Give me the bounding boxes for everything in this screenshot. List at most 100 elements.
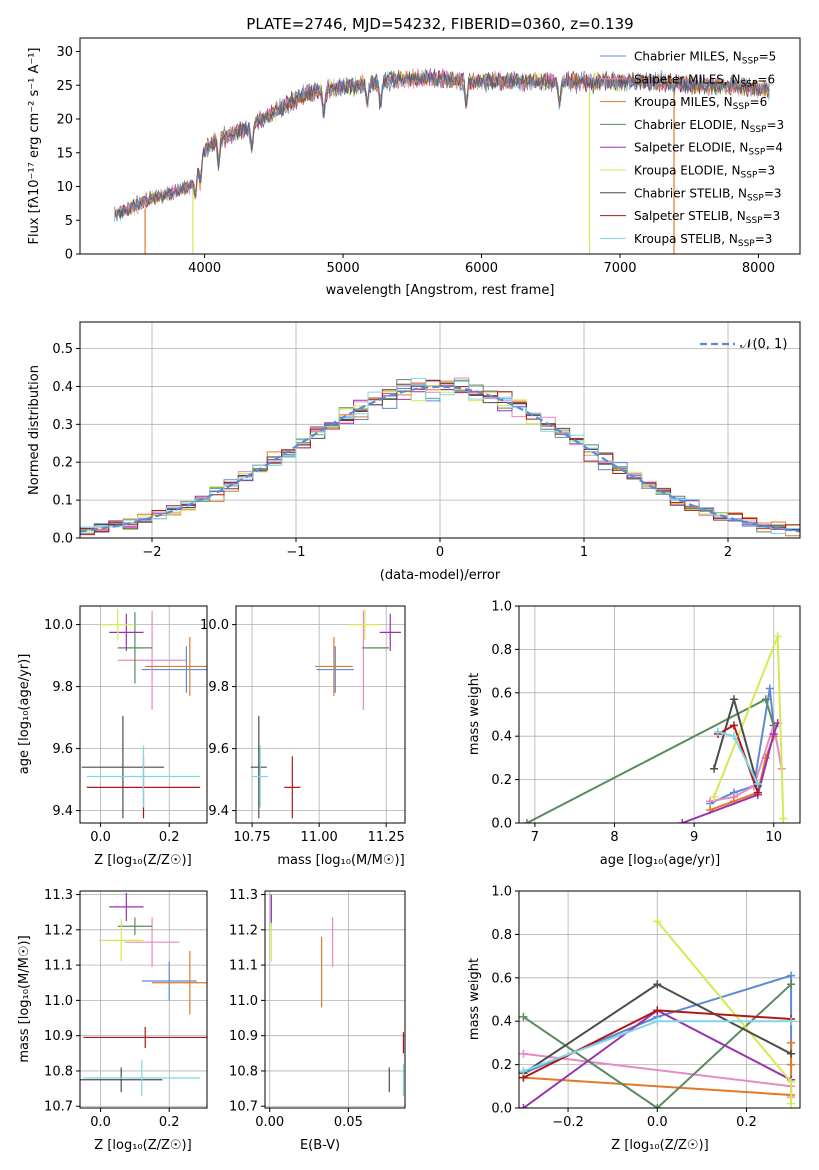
y-tick-label: 0.2 <box>491 773 512 788</box>
series-line <box>526 697 775 823</box>
panel-3: 0.0 0.2 9.4 9.6 9.8 10.0 Z [log₁₀(Z/Z☉)] age [l… <box>17 605 208 868</box>
y-tick-label: 0.8 <box>491 928 512 943</box>
series-marker <box>729 721 738 730</box>
legend-label: Salpeter ELODIE, NSSP=4 <box>634 141 783 158</box>
axes-frame <box>518 890 801 1109</box>
legend-subscript: SSP <box>750 125 767 135</box>
legend-subscript: SSP <box>747 193 764 203</box>
x-axis-label: age [log₁₀(age/yr)] <box>600 853 721 868</box>
series-marker <box>653 917 662 926</box>
x-tick-label: 0 <box>436 545 444 560</box>
axes-frame <box>235 605 406 824</box>
axes-frame <box>264 890 406 1109</box>
x-axis-label: E(B-V) <box>300 1138 340 1153</box>
series-marker <box>519 1049 528 1058</box>
x-tick-label: 0.05 <box>334 1115 363 1130</box>
series-marker <box>519 1067 528 1076</box>
x-axis-label: (data-model)/error <box>380 568 501 583</box>
y-tick-label: 9.8 <box>208 680 229 695</box>
series-marker <box>753 788 762 797</box>
series-marker <box>653 1017 662 1026</box>
series-marker <box>729 732 738 741</box>
x-tick-label: −0.2 <box>552 1115 584 1130</box>
x-tick-label: 0.00 <box>255 1115 284 1130</box>
plot-area <box>270 894 405 1096</box>
legend-subscript: SSP <box>746 216 763 226</box>
x-tick-label: 8 <box>610 830 618 845</box>
series-marker <box>710 764 719 773</box>
legend-text: Kroupa ELODIE, N <box>634 164 741 178</box>
histogram-step <box>80 377 800 538</box>
y-tick-label: 15 <box>56 146 73 161</box>
plot-area <box>114 68 770 254</box>
x-tick-label: 7000 <box>603 261 636 276</box>
series-marker <box>653 1104 662 1108</box>
legend-text: Salpeter STELIB, N <box>634 209 746 223</box>
y-tick-label: 9.6 <box>52 742 73 757</box>
x-axis-label: mass [log₁₀(M/M☉)] <box>277 853 404 868</box>
legend-label: Chabrier ELODIE, NSSP=3 <box>634 118 784 135</box>
series-line <box>681 722 779 823</box>
legend-value: =3 <box>763 209 781 223</box>
legend-label: Kroupa ELODIE, NSSP=3 <box>634 164 775 181</box>
y-tick-label: 9.6 <box>208 742 229 757</box>
legend-value: =4 <box>765 141 783 155</box>
legend-subscript: SSP <box>733 102 750 112</box>
series-marker <box>787 971 796 980</box>
series-marker <box>653 1006 662 1015</box>
normal-curve <box>80 385 800 533</box>
series-marker <box>706 797 715 806</box>
legend-text: Chabrier ELODIE, N <box>634 118 750 132</box>
series-marker <box>678 819 687 823</box>
y-axis-label: Normed distribution <box>27 365 42 495</box>
y-tick-label: 0.0 <box>491 1102 512 1117</box>
legend-label: 𝒩(0, 1) <box>740 337 787 352</box>
x-axis-label: wavelength [Angstrom, rest frame] <box>326 283 555 298</box>
spectrum-line <box>114 70 770 222</box>
x-tick-label: 9 <box>690 830 698 845</box>
x-tick-label: 0.0 <box>647 1115 668 1130</box>
series-marker <box>787 1060 796 1069</box>
x-tick-label: 0.2 <box>736 1115 757 1130</box>
y-tick-label: 0.0 <box>491 817 512 832</box>
y-tick-label: 10.9 <box>229 1029 258 1044</box>
legend-value: =6 <box>750 95 768 109</box>
plot-area <box>250 609 401 819</box>
legend-text: Kroupa STELIB, N <box>634 232 738 246</box>
x-tick-label: 0.2 <box>159 830 180 845</box>
y-axis-label: mass [log₁₀(M/M☉)] <box>17 935 32 1062</box>
x-tick-label: 4000 <box>188 261 221 276</box>
y-tick-label: 0.4 <box>491 730 512 745</box>
x-axis-label: Z [log₁₀(Z/Z☉)] <box>94 853 191 868</box>
y-tick-label: 0.8 <box>491 643 512 658</box>
series-line <box>522 983 792 1108</box>
x-tick-label: 0.0 <box>90 830 111 845</box>
y-tick-label: 0.2 <box>491 1058 512 1073</box>
legend-subscript: SSP <box>741 79 758 89</box>
x-tick-label: 5000 <box>327 261 360 276</box>
panel-6: 0.0 0.2 10.7 10.8 10.9 11.0 11.1 11.2 11.3 Z [log… <box>17 888 208 1153</box>
series-marker <box>519 1012 528 1021</box>
legend-text: Kroupa MILES, N <box>634 95 733 109</box>
y-tick-label: 11.0 <box>44 994 73 1009</box>
legend-text: Salpeter ELODIE, N <box>634 141 748 155</box>
axes-frame <box>518 605 801 824</box>
series-marker <box>787 1077 796 1086</box>
x-tick-label: −2 <box>142 545 161 560</box>
y-tick-label: 0.3 <box>52 418 73 433</box>
series-marker <box>519 1104 528 1108</box>
series-marker <box>787 1099 796 1108</box>
y-tick-label: 11.2 <box>229 923 258 938</box>
plot-area <box>81 609 207 819</box>
panel-5: 7 8 9 10 0.0 0.2 0.4 0.6 0.8 1.0 age [log₁₀(age/yr… <box>467 600 801 868</box>
y-axis-label: Flux [fλ10⁻¹⁷ erg cm⁻² s⁻¹ A⁻¹] <box>27 48 42 245</box>
y-tick-label: 30 <box>56 45 73 60</box>
series-marker <box>765 684 774 693</box>
x-tick-label: 7 <box>531 830 539 845</box>
y-tick-label: 0.2 <box>52 456 73 471</box>
legend-value: =3 <box>764 186 782 200</box>
legend-label: Salpeter STELIB, NSSP=3 <box>634 209 780 226</box>
series-marker <box>522 819 531 823</box>
y-tick-label: 0.1 <box>52 494 73 509</box>
y-tick-label: 9.4 <box>208 804 229 819</box>
